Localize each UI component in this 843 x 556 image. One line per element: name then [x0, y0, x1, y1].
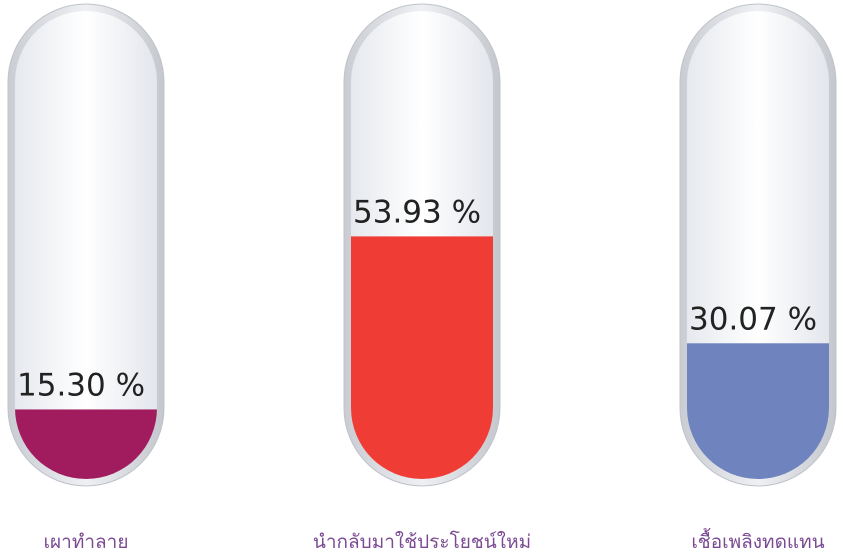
- category-label: เชื้อเพลิงทดแทน: [691, 528, 824, 553]
- tube-inner: [15, 11, 157, 479]
- bar: [351, 236, 493, 479]
- value-label: 15.30 %: [17, 367, 145, 403]
- category-label: นำกลับมาใช้ประโยชน์ใหม่: [313, 530, 531, 553]
- value-label: 30.07 %: [689, 301, 817, 337]
- bar: [687, 343, 829, 479]
- category-label: เผาทำลาย: [44, 531, 129, 553]
- value-label: 53.93 %: [353, 194, 481, 230]
